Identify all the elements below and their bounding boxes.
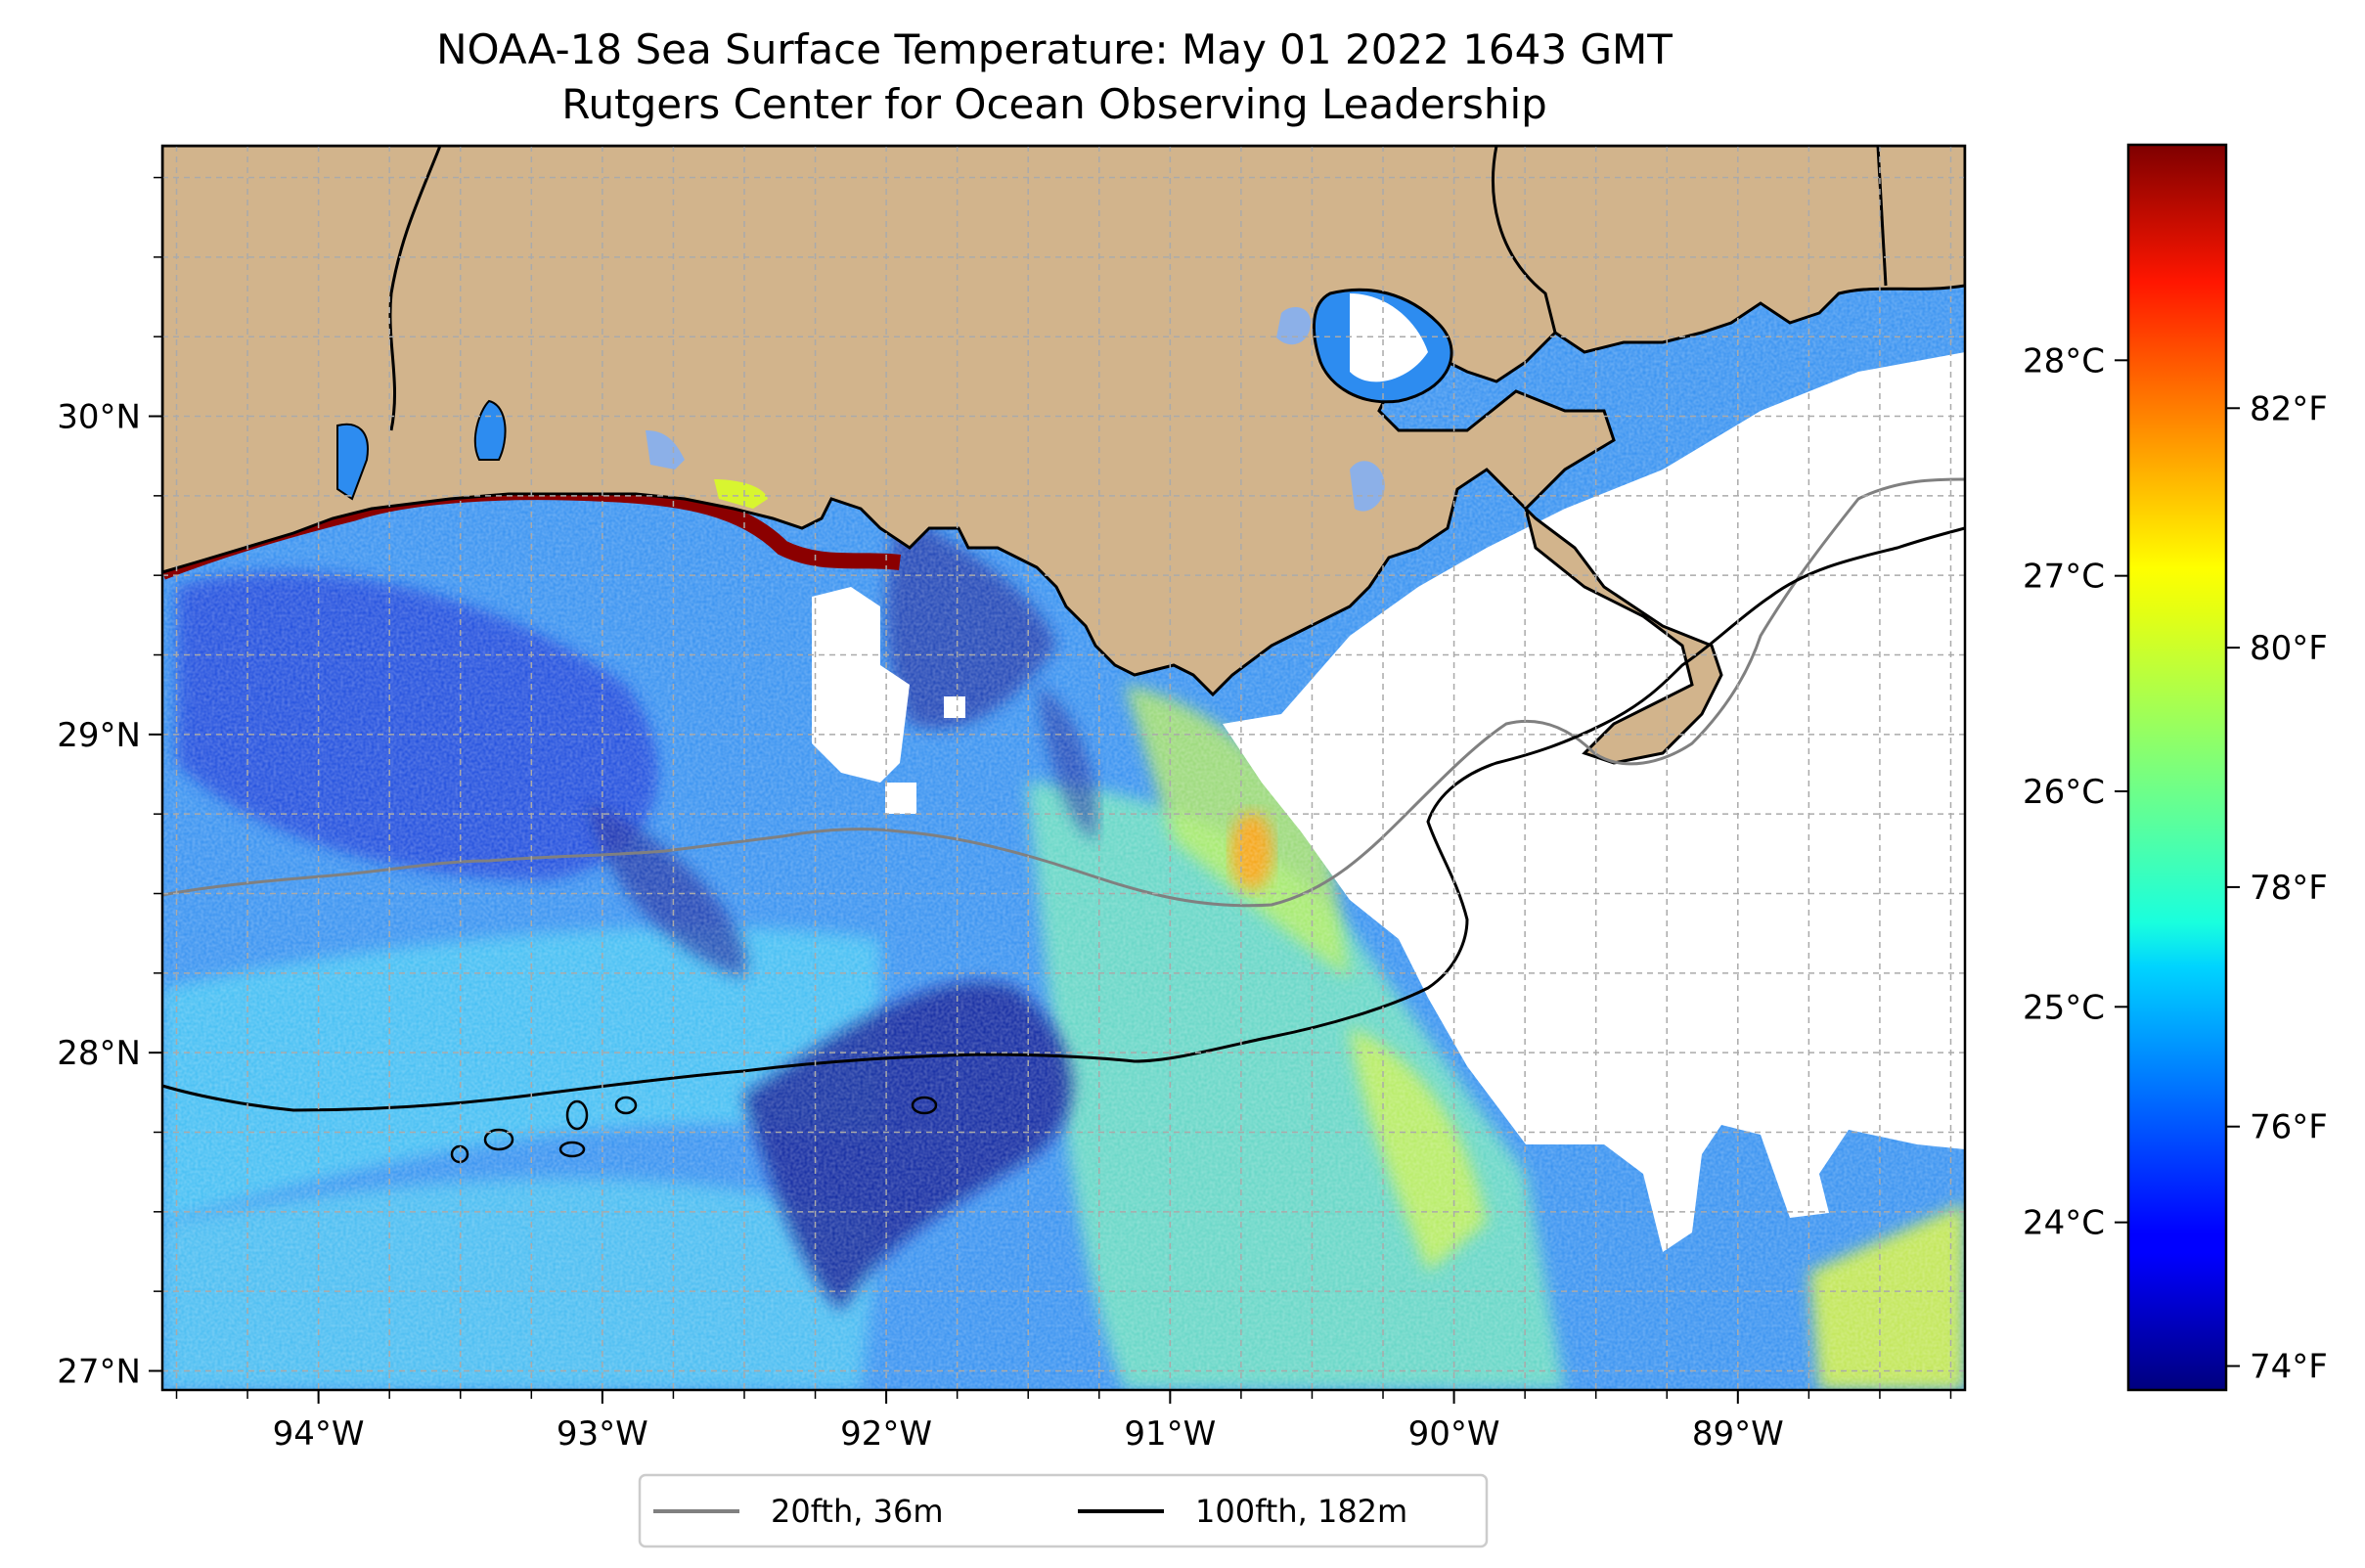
colorbar-frame [2126,143,2228,1392]
map-area [162,146,1965,1390]
colorbar-label-f: 78°F [2250,869,2328,908]
no-data-cloud-east [1223,352,1965,1252]
colorbar-label-f: 74°F [2250,1348,2328,1387]
map-gridlines [162,146,1965,1390]
state-boundary-la-ms [1492,146,1557,334]
inland-lake-sabine [336,423,369,501]
chart-subtitle: Rutgers Center for Ocean Observing Leade… [561,80,1547,128]
colorbar-label-c: 26°C [2023,773,2105,812]
isobath-100fth-islet-2 [565,1099,589,1131]
colorbar-label-c: 25°C [2023,988,2105,1027]
inland-water-small [1350,461,1385,512]
isobath-20fth [162,477,1965,908]
land-louisiana [162,146,1965,765]
map-tick-labels: 94°W 93°W 92°W 91°W 90°W 89°W 27°N 28°N 29°N 30°N [57,176,1952,1454]
colorbar-label-c: 27°C [2023,558,2105,597]
no-data-cloud-square [885,783,916,814]
lon-tick-label: 91°W [1124,1414,1216,1454]
state-boundary-tx-la [388,146,442,431]
lon-tick-label: 93°W [557,1414,648,1454]
no-data-cloud-dot [944,696,965,718]
colorbar-label-f: 76°F [2250,1108,2328,1147]
legend-box [638,1473,1489,1548]
isobath-100fth-islet-4 [558,1141,586,1158]
lake-cloud [1350,293,1428,382]
legend-label-20fth: 20fth, 36m [771,1493,943,1530]
lon-tick-label: 94°W [273,1414,365,1454]
inland-lake-warm [714,479,768,509]
legend-label-100fth: 100fth, 182m [1195,1493,1407,1530]
isobath-100fth-islet-5 [911,1096,938,1115]
map-frame [160,144,1967,1392]
lon-tick-label: 89°W [1692,1414,1784,1454]
lat-tick-label: 29°N [57,716,141,755]
legend: 20fth, 36m 100fth, 182m [638,1473,1489,1548]
colorbar-ticks: 74°F 76°F 78°F 80°F 82°F 24°C 25°C 26°C 27°C 28°C [2023,341,2328,1386]
isobath-100fth-islet-1 [483,1128,514,1151]
lat-tick-label: 28°N [57,1034,141,1073]
chart-title: NOAA-18 Sea Surface Temperature: May 01 … [436,25,1673,73]
colorbar-label-c: 28°C [2023,341,2105,381]
colorbar-label-f: 80°F [2250,629,2328,668]
lon-tick-label: 90°W [1408,1414,1500,1454]
colorbar-gradient [2128,145,2226,1390]
lat-tick-label: 27°N [57,1352,141,1391]
lon-tick-label: 92°W [840,1414,932,1454]
no-data-cloud-west [812,587,910,783]
lake-maurepas [1276,307,1311,345]
colorbar-label-f: 82°F [2250,389,2328,428]
colorbar-label-c: 24°C [2023,1204,2105,1243]
lat-tick-label: 30°N [57,398,141,437]
inland-water-west [646,430,685,470]
isobath-100fth-islet-3 [614,1096,638,1115]
